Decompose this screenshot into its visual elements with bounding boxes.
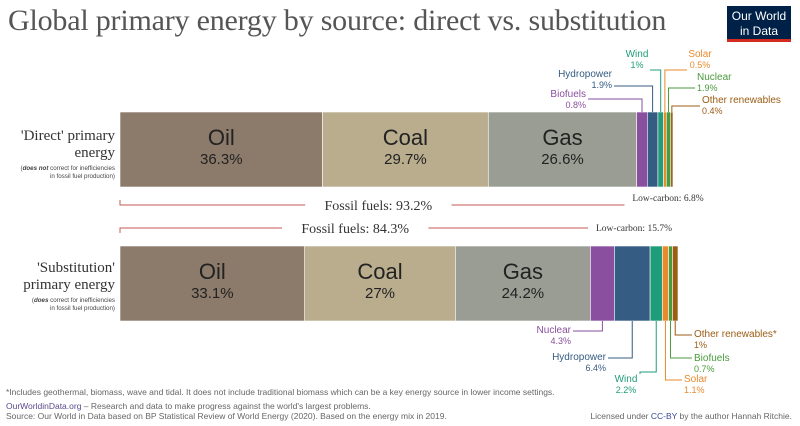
leader-direct-biofuels — [668, 87, 695, 112]
callout-value-direct-wind: 1% — [630, 60, 643, 70]
footnote: *Includes geothermal, biomass, wave and … — [6, 387, 555, 397]
leader-direct-other-renewables — [671, 105, 700, 112]
bar-substitution-oil — [119, 245, 305, 322]
callout-name-direct-hydropower: Hydropower — [558, 69, 613, 80]
bar-direct-coal — [322, 111, 489, 188]
bar-substitution-wind — [649, 245, 663, 322]
leader-direct-nuclear — [588, 98, 643, 112]
bar-value-substitution-gas: 24.2% — [502, 285, 545, 302]
callout-name-substitution-other-renewables: Other renewables* — [694, 329, 777, 340]
owid-logo[interactable]: Our World in Data — [727, 6, 791, 42]
bar-label-substitution-oil: Oil — [199, 259, 226, 284]
callout-value-direct-nuclear: 0.8% — [565, 100, 586, 110]
callout-name-direct-wind: Wind — [626, 49, 649, 60]
logo-line-2: in Data — [739, 24, 779, 38]
bar-direct-hydropower — [647, 111, 659, 188]
callout-value-direct-biofuels: 1.9% — [697, 83, 718, 93]
license-prefix: Licensed under — [590, 411, 651, 421]
callout-name-substitution-nuclear: Nuclear — [537, 325, 572, 336]
bar-direct-wind — [657, 111, 664, 188]
bar-label-direct-oil: Oil — [208, 125, 235, 150]
bar-label-substitution-coal: Coal — [357, 259, 402, 284]
leader-substitution-wind — [639, 321, 657, 374]
bar-substitution-gas — [455, 245, 591, 322]
site-link[interactable]: OurWorldinData.org — [6, 401, 82, 411]
site-description: – Research and data to make progress aga… — [81, 401, 371, 411]
license-link[interactable]: CC-BY — [650, 411, 678, 421]
bar-direct-oil — [119, 111, 323, 188]
row-note-substitution-line-1: (does correct for inefficiencies — [32, 297, 115, 304]
bar-value-substitution-coal: 27% — [365, 285, 395, 302]
lowcarbon-label-direct: Low-carbon: 6.8% — [632, 194, 703, 204]
callout-value-substitution-nuclear: 4.3% — [550, 336, 571, 346]
callout-value-substitution-hydropower: 6.4% — [585, 363, 606, 373]
callout-value-direct-other-renewables: 0.4% — [702, 106, 723, 116]
lowcarbon-label-direct-bg — [624, 191, 712, 206]
callout-name-substitution-biofuels: Biofuels — [694, 353, 730, 364]
leader-direct-solar — [664, 69, 687, 112]
row-note-substitution-line-2: in fossil fuel production) — [50, 305, 115, 312]
callout-value-substitution-wind: 2.2% — [616, 385, 637, 395]
bar-direct-solar — [663, 111, 667, 188]
callout-name-substitution-hydropower: Hydropower — [552, 352, 607, 363]
fossil-label-substitution-bg — [282, 219, 429, 238]
bar-substitution-solar — [662, 245, 669, 322]
fossil-label-direct-bg — [305, 196, 452, 215]
license-suffix: by the author Hannah Ritchie. — [677, 411, 792, 421]
callout-name-direct-biofuels: Nuclear — [697, 72, 732, 83]
row-label-substitution-line-1: 'Substitution' — [37, 260, 115, 276]
bar-label-direct-coal: Coal — [383, 125, 428, 150]
row-note-direct-line-2: in fossil fuel production) — [50, 173, 115, 180]
bar-direct-biofuels — [665, 111, 672, 188]
leader-substitution-nuclear — [573, 321, 603, 332]
callout-name-direct-other-renewables: Other renewables — [702, 95, 781, 106]
row-label-direct-line-2: energy — [74, 145, 115, 161]
callout-name-direct-solar: Solar — [688, 49, 712, 60]
bar-label-direct-gas: Gas — [542, 125, 582, 150]
bar-substitution-nuclear — [590, 245, 615, 322]
leader-substitution-biofuels — [669, 321, 692, 359]
leader-direct-hydropower — [614, 85, 654, 112]
bar-label-substitution-gas: Gas — [503, 259, 543, 284]
bar-value-substitution-oil: 33.1% — [191, 285, 234, 302]
bar-substitution-hydropower — [614, 245, 651, 322]
bar-substitution-other-renewables — [672, 245, 679, 322]
fossil-label-direct: Fossil fuels: 93.2% — [324, 199, 432, 214]
lowcarbon-label-substitution: Low-carbon: 15.7% — [596, 224, 672, 234]
fossil-label-substitution: Fossil fuels: 84.3% — [301, 222, 409, 237]
row-label-substitution-line-2: primary energy — [23, 277, 115, 293]
row-label-direct-line-1: 'Direct' primary — [21, 128, 116, 144]
leader-substitution-solar — [664, 321, 682, 381]
bar-value-direct-oil: 36.3% — [200, 151, 243, 168]
site-line: OurWorldinData.org – Research and data t… — [6, 401, 371, 411]
bar-direct-other-renewables — [670, 111, 674, 188]
leader-direct-wind — [650, 69, 662, 112]
callout-value-direct-solar: 0.5% — [690, 60, 711, 70]
callout-name-direct-nuclear: Biofuels — [550, 89, 586, 100]
callout-name-substitution-wind: Wind — [615, 374, 638, 385]
logo-line-1: Our World — [731, 9, 787, 23]
callout-value-substitution-solar: 1.1% — [684, 385, 705, 395]
lowcarbon-label-substitution-bg — [588, 221, 680, 236]
leader-substitution-other-renewables — [674, 321, 692, 336]
license-note: Licensed under CC-BY by the author Hanna… — [590, 411, 792, 421]
leader-substitution-hydropower — [608, 321, 633, 359]
bar-direct-nuclear — [636, 111, 648, 188]
chart-title: Global primary energy by source: direct … — [8, 4, 667, 37]
bar-substitution-biofuels — [668, 245, 673, 322]
source-note: Source: Our World in Data based on BP St… — [6, 411, 447, 421]
callout-value-direct-hydropower: 1.9% — [591, 80, 612, 90]
callout-name-substitution-solar: Solar — [684, 374, 708, 385]
bar-value-direct-gas: 26.6% — [541, 151, 584, 168]
callout-value-substitution-other-renewables: 1% — [694, 340, 707, 350]
row-note-direct-line-1: (does not correct for inefficiencies — [21, 165, 115, 172]
bar-value-direct-coal: 29.7% — [384, 151, 427, 168]
callout-value-substitution-biofuels: 0.7% — [694, 364, 715, 374]
